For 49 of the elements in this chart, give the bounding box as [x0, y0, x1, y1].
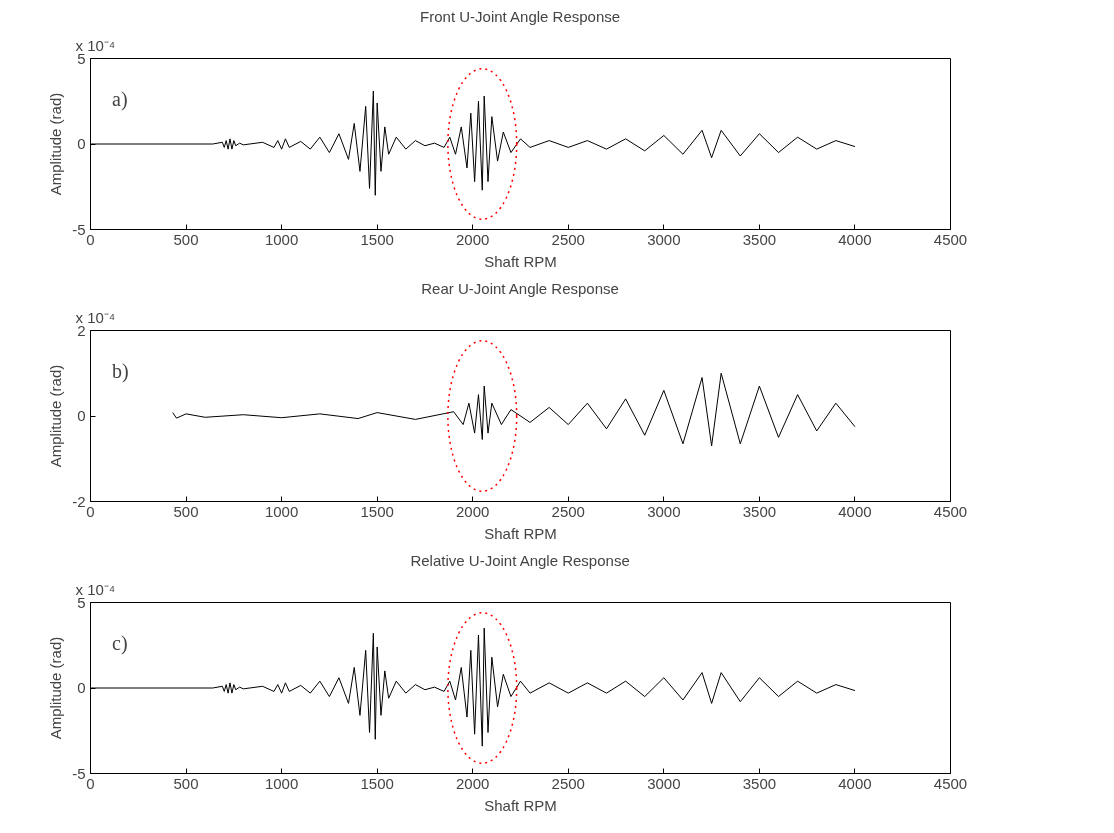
annotation: b)	[112, 359, 129, 383]
x-tick-label: 4500	[933, 502, 968, 520]
x-tick-label: 1000	[264, 230, 299, 248]
x-tick-label: 1500	[360, 774, 394, 792]
x-tick-label: 2000	[456, 230, 490, 248]
x-tick-label: 4000	[838, 230, 872, 248]
x-axis-title: Shaft RPM	[484, 524, 557, 542]
x-tick-label: 3000	[647, 774, 681, 792]
annotation: c)	[112, 631, 128, 655]
x-tick-label: 500	[173, 230, 199, 248]
y-axis-title: Amplitude (rad)	[47, 364, 65, 468]
text: x 10⁻⁴	[75, 36, 116, 54]
x-tick-label: 500	[173, 774, 199, 792]
x-tick-label: 2500	[551, 774, 585, 792]
x-tick-label: 3500	[742, 502, 777, 520]
x-tick-label: 3000	[647, 502, 681, 520]
x-tick-label: 2500	[551, 502, 585, 520]
x-tick-label: 3500	[742, 774, 777, 792]
line-series	[172, 372, 856, 447]
x-tick-label: 3500	[742, 230, 777, 248]
y-tick-label: 0	[77, 679, 86, 696]
x-axis-title: Shaft RPM	[484, 796, 557, 814]
x-tick-label: 2000	[456, 502, 490, 520]
annotation: a)	[112, 87, 128, 111]
x-tick-label: 3000	[647, 230, 681, 248]
x-tick-label: 4000	[838, 774, 872, 792]
x-axis-title: Shaft RPM	[484, 252, 557, 270]
x-tick-label: 4500	[933, 230, 968, 248]
y-tick-label: 0	[77, 407, 86, 424]
x-tick-label: 4000	[838, 502, 872, 520]
text: x 10⁻⁴	[75, 580, 116, 598]
x-tick-label: 2000	[456, 774, 490, 792]
x-tick-label: 1500	[360, 502, 394, 520]
chart-title: Rear U-Joint Angle Response	[421, 279, 619, 297]
chart-title: Relative U-Joint Angle Response	[410, 551, 630, 569]
x-tick-label: 1000	[264, 502, 299, 520]
y-tick-label: -5	[72, 764, 86, 782]
x-tick-label: 1500	[360, 230, 394, 248]
y-tick-label: 0	[77, 135, 86, 152]
y-tick-label: -2	[72, 492, 86, 510]
x-tick-label: 2500	[551, 230, 585, 248]
y-axis-title: Amplitude (rad)	[47, 636, 65, 740]
y-axis-title: Amplitude (rad)	[47, 92, 65, 196]
x-tick-label: 500	[173, 502, 199, 520]
text: x 10⁻⁴	[75, 308, 116, 326]
chart-title: Front U-Joint Angle Response	[420, 7, 621, 25]
x-tick-label: 1000	[264, 774, 299, 792]
x-tick-label: 4500	[933, 774, 968, 792]
y-tick-label: -5	[72, 220, 86, 238]
